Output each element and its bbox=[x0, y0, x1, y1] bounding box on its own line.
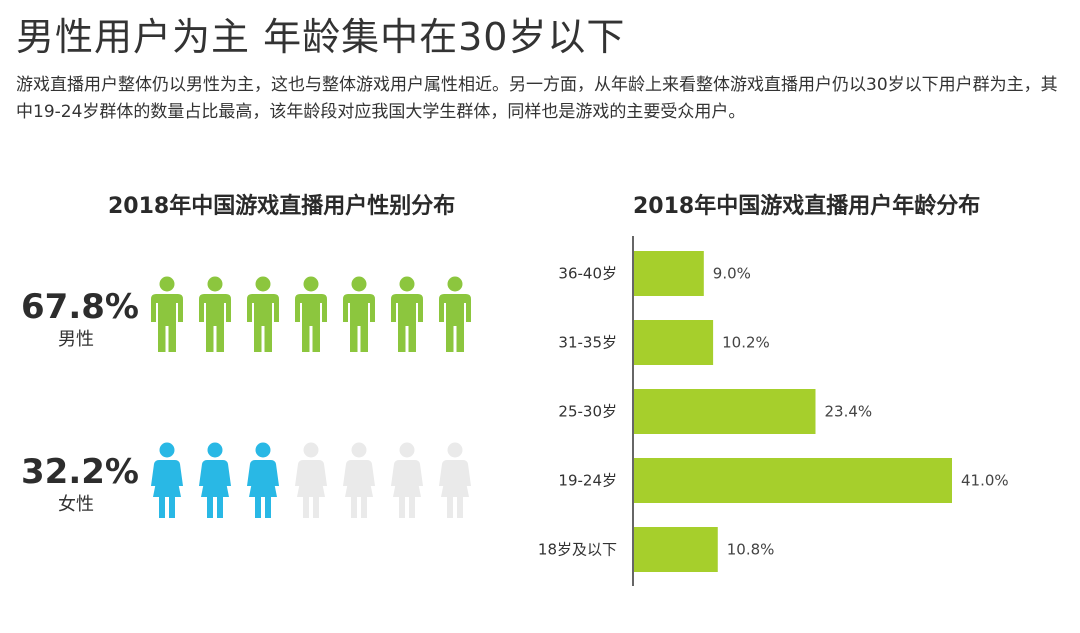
age-bar bbox=[634, 320, 714, 365]
age-bar bbox=[634, 527, 718, 572]
age-value-label: 41.0% bbox=[961, 472, 1009, 490]
age-bar bbox=[634, 251, 704, 296]
gender-chart-title: 2018年中国游戏直播用户性别分布 bbox=[108, 194, 456, 219]
male-person-icon bbox=[343, 276, 375, 352]
age-value-label: 10.2% bbox=[722, 334, 770, 352]
female-person-icon bbox=[439, 442, 471, 518]
female-percentage: 32.2% bbox=[21, 452, 139, 492]
age-category-label: 25-30岁 bbox=[558, 403, 617, 421]
female-label: 女性 bbox=[58, 494, 94, 515]
age-value-label: 9.0% bbox=[713, 265, 751, 283]
female-icon-row bbox=[150, 442, 480, 522]
age-category-label: 18岁及以下 bbox=[538, 541, 617, 559]
age-chart-title: 2018年中国游戏直播用户年龄分布 bbox=[633, 194, 981, 219]
female-person-icon bbox=[391, 442, 423, 518]
male-person-icon bbox=[439, 276, 471, 352]
male-person-icon bbox=[151, 276, 183, 352]
age-category-label: 36-40岁 bbox=[558, 265, 617, 283]
female-person-icon bbox=[295, 442, 327, 518]
page-headline: 男性用户为主 年龄集中在30岁以下 bbox=[16, 15, 626, 59]
age-category-label: 31-35岁 bbox=[558, 334, 617, 352]
male-percentage: 67.8% bbox=[21, 287, 139, 327]
male-person-icon bbox=[247, 276, 279, 352]
female-person-icon bbox=[343, 442, 375, 518]
male-person-icon bbox=[199, 276, 231, 352]
male-person-icon bbox=[295, 276, 327, 352]
female-person-icon bbox=[247, 442, 279, 518]
intro-paragraph: 游戏直播用户整体仍以男性为主，这也与整体游戏用户属性相近。另一方面，从年龄上来看… bbox=[16, 75, 1058, 122]
age-value-label: 10.8% bbox=[727, 541, 775, 559]
age-bar-chart: 36-40岁 9.0% 31-35岁 10.2% 25-30岁 23.4% 19-24岁 41… bbox=[538, 236, 1009, 586]
male-icon-row bbox=[150, 276, 480, 356]
female-person-icon bbox=[151, 442, 183, 518]
female-person-icon bbox=[199, 442, 231, 518]
age-value-label: 23.4% bbox=[824, 403, 872, 421]
age-bar bbox=[634, 389, 816, 434]
age-category-label: 19-24岁 bbox=[558, 472, 617, 490]
age-bar bbox=[634, 458, 952, 503]
male-person-icon bbox=[391, 276, 423, 352]
male-label: 男性 bbox=[58, 329, 94, 350]
